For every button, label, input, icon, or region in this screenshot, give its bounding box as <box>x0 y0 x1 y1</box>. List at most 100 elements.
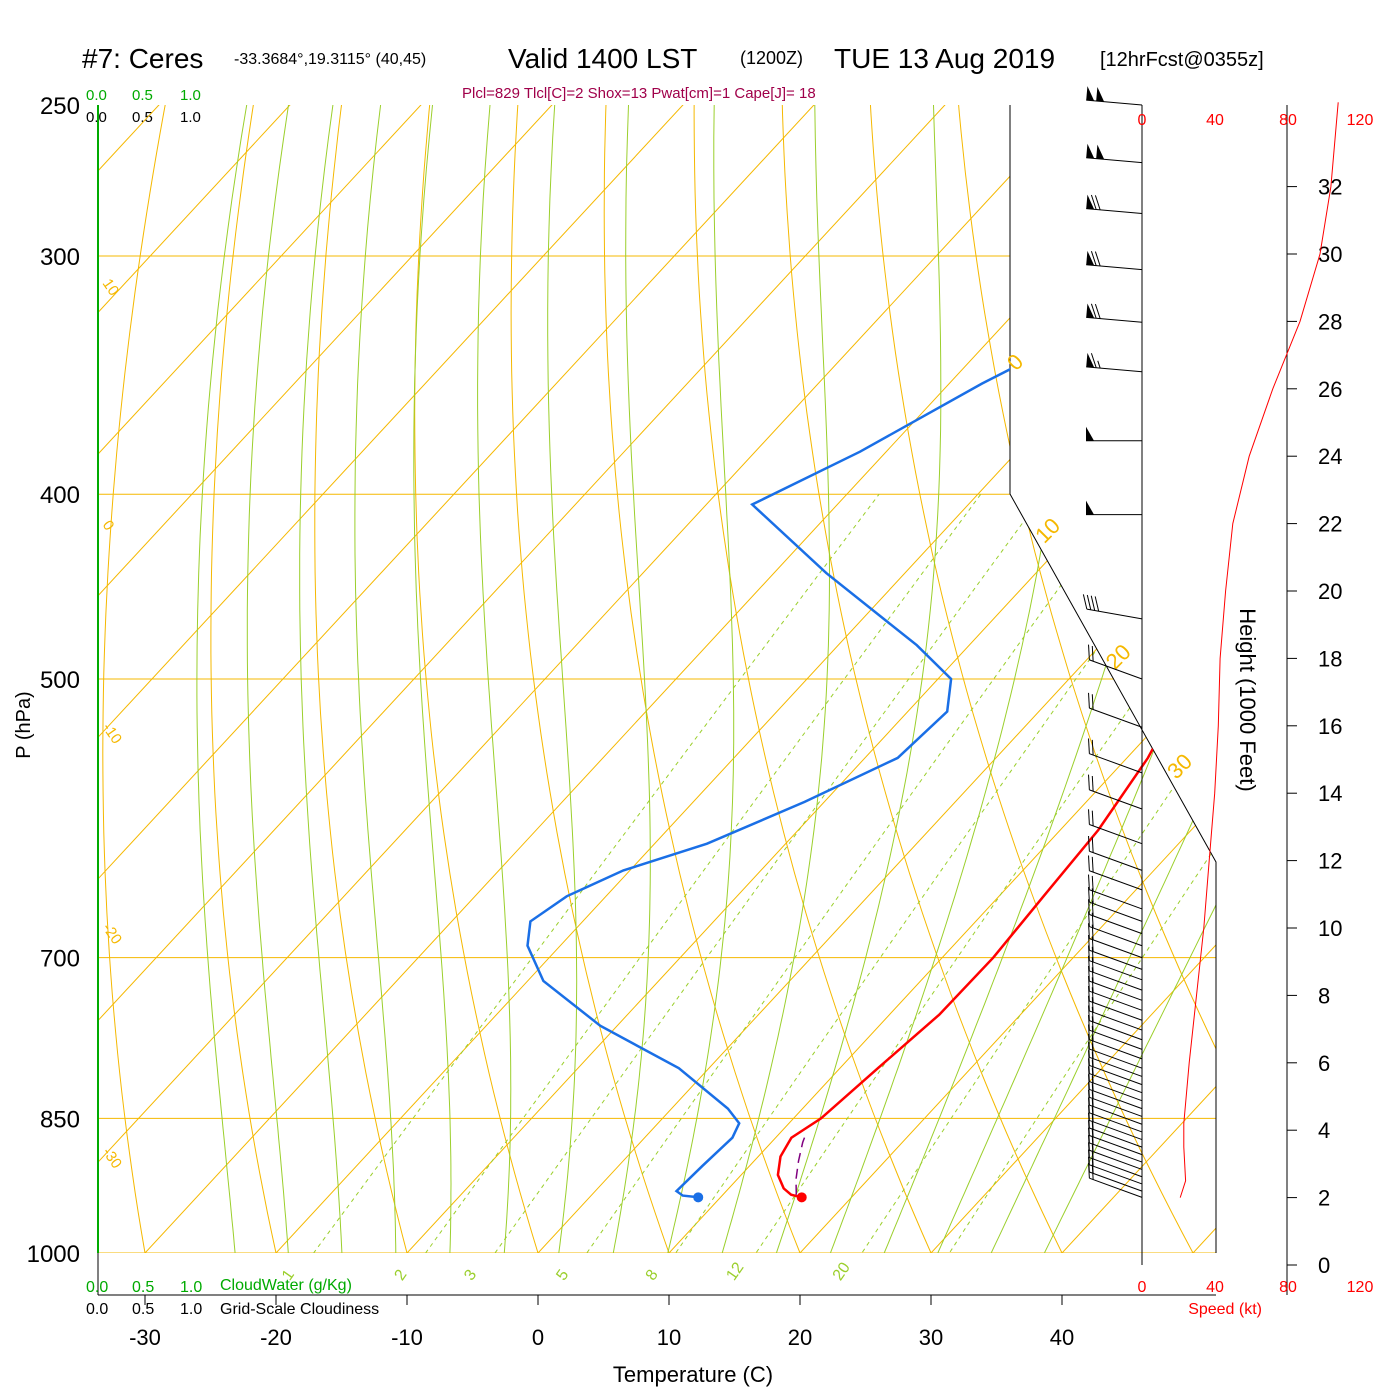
wind-barb-feather <box>1090 595 1096 611</box>
wind-barb-feather <box>1091 1016 1094 1032</box>
moist-adiabat <box>246 105 315 1253</box>
dry-adiabat <box>955 105 1216 1253</box>
wind-barb-staff <box>1089 707 1143 728</box>
dry-adiabat <box>781 105 1093 1253</box>
wind-barb-staff <box>1089 926 1143 947</box>
wind-barb <box>1086 250 1143 271</box>
height-tick-label: 12 <box>1318 849 1342 874</box>
dry-adiabat <box>868 105 1216 1253</box>
pressure-label: 700 <box>40 946 80 973</box>
wind-barb-feather <box>1091 810 1094 826</box>
wind-barb <box>1086 143 1143 164</box>
wind-barb-pennant <box>1086 143 1095 159</box>
moist-adiabat <box>762 105 942 1253</box>
isotherm-line <box>98 105 593 1253</box>
axes: 1 2 3 5 8 12 20100-10-20-300102030250300400500… <box>27 93 1343 1350</box>
speed-tick-top: 40 <box>1206 112 1224 129</box>
isotherm-label: 10 <box>99 276 122 299</box>
temperature-tick-label: 30 <box>919 1325 943 1350</box>
isotherm-line <box>98 105 200 1253</box>
mixing-ratio-label: 5 <box>553 1267 572 1284</box>
mixing-ratio-line <box>839 493 1216 1253</box>
wind-barb-staff <box>1089 850 1143 871</box>
wind-barb-feather <box>1088 1014 1090 1031</box>
wind-barb <box>1086 352 1143 373</box>
pressure-label: 400 <box>40 482 80 509</box>
wind-barb-feather <box>1086 594 1092 610</box>
wind-barb-feather <box>1088 899 1090 915</box>
temperature-tick-label: 40 <box>1050 1325 1074 1350</box>
wind-barb <box>1082 594 1143 620</box>
wind-barb <box>1088 692 1143 728</box>
bottom-cloudiness-tick: 0.5 <box>132 1301 154 1318</box>
x-axis-title: Temperature (C) <box>613 1362 773 1387</box>
wind-barb-feather <box>1091 957 1094 973</box>
wind-barb-feather <box>1091 946 1094 963</box>
wind-barb-feather <box>1088 923 1090 939</box>
wind-barb <box>1086 86 1143 106</box>
wind-barb-staff <box>1086 316 1143 323</box>
isotherm-line <box>369 105 1216 1253</box>
y-axis-title: P (hPa) <box>13 691 35 758</box>
wind-barb-feather <box>1088 644 1090 660</box>
dewpoint-line <box>526 105 1216 1199</box>
height-tick-label: 18 <box>1318 646 1342 671</box>
moist-adiabat <box>547 105 578 1253</box>
wind-barb-feather <box>1091 936 1094 952</box>
moist-adiabat <box>354 105 402 1253</box>
plot-frame <box>97 105 1217 1296</box>
top-cloudwater-scale: 0.0 0.5 1.0 <box>86 87 201 104</box>
wind-barb-staff <box>1089 889 1143 910</box>
wind-barb <box>1088 835 1143 871</box>
wind-barb-staff <box>1089 1088 1143 1110</box>
wind-barb-feather <box>1094 251 1101 267</box>
isotherm-line <box>98 105 855 1253</box>
mixing-ratio-label: 20 <box>830 1259 854 1283</box>
cloudiness-label: Grid-Scale Cloudiness <box>220 1301 379 1318</box>
wind-barb <box>1088 644 1143 680</box>
wind-barb-staff <box>1089 1119 1143 1141</box>
isotherm-line <box>1287 0 1400 1293</box>
wind-barb-feather <box>1091 997 1094 1013</box>
wind-barb-pennant <box>1086 194 1095 210</box>
dry-adiabat <box>102 105 172 1253</box>
isotherm-label: -20 <box>99 920 125 948</box>
mixing-ratio-label: 8 <box>643 1267 662 1284</box>
wind-barb-staff <box>1089 938 1143 959</box>
wind-barb <box>1086 303 1143 323</box>
wind-barb-feather <box>1091 694 1094 710</box>
wind-barb-feather <box>1088 934 1090 951</box>
moist-adiabat <box>196 105 275 1253</box>
wind-barb <box>1088 955 1143 991</box>
wind-barb-staff <box>1089 1000 1143 1021</box>
height-tick-label: 0 <box>1318 1253 1330 1278</box>
wind-barb-feather <box>1091 967 1094 983</box>
wind-barb-staff <box>1089 1135 1143 1156</box>
isotherm-label: 30 <box>1162 749 1197 784</box>
wind-barb-staff <box>1089 753 1143 774</box>
height-tick-label: 24 <box>1318 444 1342 469</box>
wind-barb <box>1088 809 1143 845</box>
wind-barb-feather <box>1088 911 1090 927</box>
mixing-ratio-label: 2 <box>391 1267 410 1284</box>
height-tick-label: 20 <box>1318 579 1342 604</box>
wind-barb-feather <box>1091 987 1094 1003</box>
dry-adiabat <box>210 105 291 1253</box>
wind-barb-staff <box>1089 824 1143 845</box>
wind-barb <box>1088 1058 1143 1094</box>
wind-barb <box>1088 738 1143 774</box>
wind-barb-feather <box>1088 975 1090 992</box>
pressure-label: 1000 <box>27 1241 80 1268</box>
wind-barb-staff <box>1089 914 1143 935</box>
wind-barb-staff <box>1086 608 1143 620</box>
wind-barb-staff <box>1089 1112 1143 1133</box>
wind-barb-staff <box>1089 1056 1143 1077</box>
wind-barb-feather <box>1088 945 1090 961</box>
wind-barb-staff <box>1089 659 1143 680</box>
wind-barb-feather <box>1091 739 1094 756</box>
mixing-ratio-label: 12 <box>723 1259 747 1283</box>
top-cloudiness-tick: 1.0 <box>180 109 201 126</box>
wind-barb-staff <box>1089 1177 1143 1198</box>
wind-barb-staff <box>1089 990 1143 1011</box>
